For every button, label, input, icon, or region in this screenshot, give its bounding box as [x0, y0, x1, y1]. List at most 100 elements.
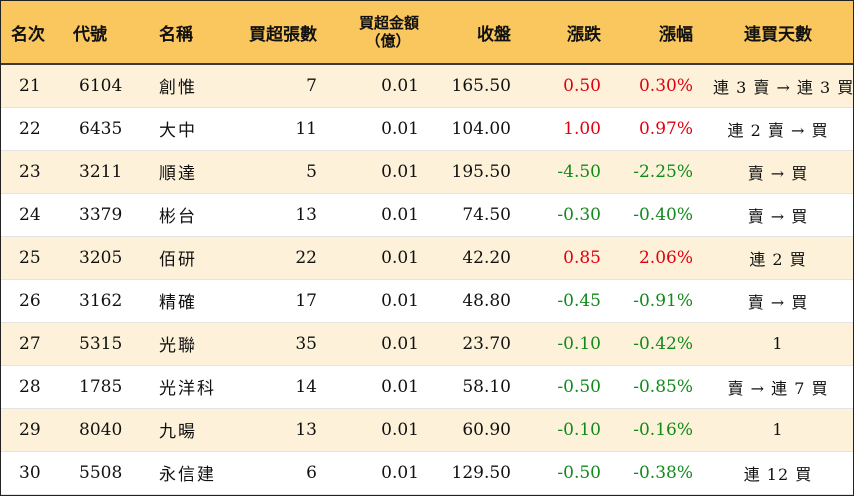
- code-cell: 3162: [63, 279, 133, 322]
- close-price-cell: 58.10: [429, 365, 521, 408]
- net-buy-lots-cell: 5: [233, 150, 327, 193]
- change-cell: -0.50: [521, 365, 611, 408]
- code-cell: 8040: [63, 408, 133, 451]
- header-net-buy-lots: 買超張數: [233, 1, 327, 64]
- header-row: 名次 代號 名稱 買超張數 買超金額 （億） 收盤 漲跌 漲幅 連買天數: [1, 1, 853, 64]
- close-price-cell: 42.20: [429, 236, 521, 279]
- close-price-cell: 104.00: [429, 107, 521, 150]
- close-price-cell: 165.50: [429, 64, 521, 107]
- header-change-pct: 漲幅: [611, 1, 703, 64]
- change-pct-cell: 0.97%: [611, 107, 703, 150]
- net-buy-amount-cell: 0.01: [327, 451, 429, 494]
- table-row: 21 6104 創惟 7 0.01 165.50 0.50 0.30% 連 3 賣 → 連 3 …: [1, 64, 853, 107]
- name-cell: 精確: [133, 279, 233, 322]
- header-close: 收盤: [429, 1, 521, 64]
- change-cell: -4.50: [521, 150, 611, 193]
- net-buy-lots-cell: 6: [233, 451, 327, 494]
- net-buy-amount-cell: 0.01: [327, 107, 429, 150]
- rank-cell: 26: [1, 279, 63, 322]
- net-buy-amount-cell: 0.01: [327, 408, 429, 451]
- net-buy-lots-cell: 17: [233, 279, 327, 322]
- change-cell: -0.45: [521, 279, 611, 322]
- change-cell: 0.50: [521, 64, 611, 107]
- code-cell: 6435: [63, 107, 133, 150]
- change-pct-cell: -0.38%: [611, 451, 703, 494]
- name-cell: 順達: [133, 150, 233, 193]
- header-net-buy-amount: 買超金額 （億）: [327, 1, 429, 64]
- close-price-cell: 129.50: [429, 451, 521, 494]
- change-cell: 1.00: [521, 107, 611, 150]
- header-code: 代號: [63, 1, 133, 64]
- net-buy-amount-cell: 0.01: [327, 322, 429, 365]
- change-pct-cell: 0.30%: [611, 64, 703, 107]
- net-buy-amount-cell: 0.01: [327, 279, 429, 322]
- net-buy-amount-cell: 0.01: [327, 150, 429, 193]
- name-cell: 永信建: [133, 451, 233, 494]
- change-cell: -0.50: [521, 451, 611, 494]
- consecutive-days-cell: 賣 → 買: [703, 279, 853, 322]
- header-change: 漲跌: [521, 1, 611, 64]
- close-price-cell: 74.50: [429, 193, 521, 236]
- table-row: 22 6435 大中 11 0.01 104.00 1.00 0.97% 連 2 賣 → 買: [1, 107, 853, 150]
- table-row: 24 3379 彬台 13 0.01 74.50 -0.30 -0.40% 賣 → 買: [1, 193, 853, 236]
- name-cell: 佰研: [133, 236, 233, 279]
- code-cell: 3211: [63, 150, 133, 193]
- change-pct-cell: -0.40%: [611, 193, 703, 236]
- table-row: 29 8040 九暘 13 0.01 60.90 -0.10 -0.16% 1: [1, 408, 853, 451]
- change-pct-cell: -0.16%: [611, 408, 703, 451]
- net-buy-lots-cell: 11: [233, 107, 327, 150]
- net-buy-lots-cell: 35: [233, 322, 327, 365]
- change-pct-cell: -0.42%: [611, 322, 703, 365]
- table-row: 25 3205 佰研 22 0.01 42.20 0.85 2.06% 連 2 買: [1, 236, 853, 279]
- change-pct-cell: 2.06%: [611, 236, 703, 279]
- header-net-buy-amount-line1: 買超金額: [337, 14, 419, 32]
- net-buy-amount-cell: 0.01: [327, 236, 429, 279]
- header-rank: 名次: [1, 1, 63, 64]
- change-cell: -0.10: [521, 322, 611, 365]
- consecutive-days-cell: 連 2 賣 → 買: [703, 107, 853, 150]
- table-row: 27 5315 光聯 35 0.01 23.70 -0.10 -0.42% 1: [1, 322, 853, 365]
- name-cell: 光聯: [133, 322, 233, 365]
- name-cell: 大中: [133, 107, 233, 150]
- rank-cell: 25: [1, 236, 63, 279]
- change-cell: 0.85: [521, 236, 611, 279]
- consecutive-days-cell: 連 3 賣 → 連 3 買: [703, 64, 853, 107]
- consecutive-days-cell: 1: [703, 408, 853, 451]
- change-pct-cell: -0.85%: [611, 365, 703, 408]
- code-cell: 3379: [63, 193, 133, 236]
- close-price-cell: 23.70: [429, 322, 521, 365]
- change-pct-cell: -2.25%: [611, 150, 703, 193]
- close-price-cell: 195.50: [429, 150, 521, 193]
- net-buy-lots-cell: 13: [233, 193, 327, 236]
- table-row: 28 1785 光洋科 14 0.01 58.10 -0.50 -0.85% 賣 → 連 7 買: [1, 365, 853, 408]
- change-cell: -0.30: [521, 193, 611, 236]
- rank-cell: 30: [1, 451, 63, 494]
- table-header: 名次 代號 名稱 買超張數 買超金額 （億） 收盤 漲跌 漲幅 連買天數: [1, 1, 853, 64]
- close-price-cell: 48.80: [429, 279, 521, 322]
- rank-cell: 21: [1, 64, 63, 107]
- rank-cell: 28: [1, 365, 63, 408]
- rank-cell: 29: [1, 408, 63, 451]
- rank-cell: 27: [1, 322, 63, 365]
- net-buy-lots-cell: 14: [233, 365, 327, 408]
- name-cell: 創惟: [133, 64, 233, 107]
- code-cell: 3205: [63, 236, 133, 279]
- change-pct-cell: -0.91%: [611, 279, 703, 322]
- name-cell: 彬台: [133, 193, 233, 236]
- code-cell: 1785: [63, 365, 133, 408]
- net-buy-lots-cell: 13: [233, 408, 327, 451]
- change-cell: -0.10: [521, 408, 611, 451]
- rank-cell: 22: [1, 107, 63, 150]
- table-row: 23 3211 順達 5 0.01 195.50 -4.50 -2.25% 賣 → 買: [1, 150, 853, 193]
- net-buy-amount-cell: 0.01: [327, 365, 429, 408]
- code-cell: 6104: [63, 64, 133, 107]
- header-name: 名稱: [133, 1, 233, 64]
- rank-cell: 24: [1, 193, 63, 236]
- rank-cell: 23: [1, 150, 63, 193]
- table-row: 26 3162 精確 17 0.01 48.80 -0.45 -0.91% 賣 → 買: [1, 279, 853, 322]
- header-net-buy-amount-unit: （億）: [337, 32, 419, 50]
- name-cell: 九暘: [133, 408, 233, 451]
- consecutive-days-cell: 賣 → 買: [703, 150, 853, 193]
